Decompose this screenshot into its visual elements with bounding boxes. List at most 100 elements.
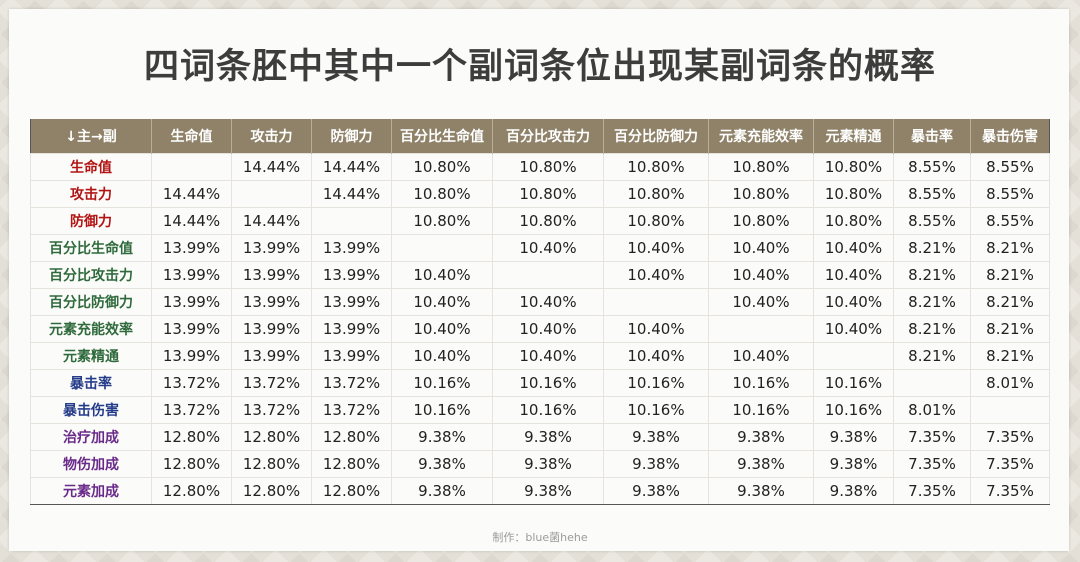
table-row: 百分比生命值 13.99% 13.99% 13.99% 10.40% 10.40% 10.4… [30,234,1050,262]
table-cell: 10.40% [391,315,493,343]
header-corner: ↓主→副 [30,119,152,154]
header-row: ↓主→副 生命值 攻击力 防御力 百分比生命值 百分比攻击力 百分比防御力 元素… [30,119,1050,154]
table-cell: 12.80% [311,423,392,451]
table-cell: 10.80% [603,207,709,235]
header-cell: 元素精通 [813,119,894,154]
header-cell: 百分比防御力 [603,119,709,154]
probability-table: ↓主→副 生命值 攻击力 防御力 百分比生命值 百分比攻击力 百分比防御力 元素… [30,119,1050,505]
row-header: 百分比生命值 [30,234,152,262]
table-cell: 8.21% [970,288,1050,316]
table-cell: 10.40% [603,261,709,289]
row-header: 暴击率 [30,369,152,397]
table-cell: 7.35% [970,450,1050,478]
table-cell: 10.80% [391,153,493,181]
table-cell: 13.72% [151,396,232,424]
table-cell: 10.16% [391,396,493,424]
table-cell: 8.21% [893,288,971,316]
table-cell: 8.21% [970,315,1050,343]
table-cell: 13.99% [231,234,312,262]
table-cell: 12.80% [311,450,392,478]
table-cell: 10.80% [492,153,604,181]
table-cell: 13.99% [311,315,392,343]
table-cell: 10.40% [391,342,493,370]
table-cell: 9.38% [391,477,493,505]
table-cell: 8.21% [893,261,971,289]
table-cell: 10.80% [813,153,894,181]
table-cell: 10.80% [391,207,493,235]
table-cell: 8.21% [893,342,971,370]
table-cell: 13.99% [311,234,392,262]
table-cell: 9.38% [391,450,493,478]
header-cell: 防御力 [311,119,392,154]
table-cell [970,396,1050,424]
table-cell: 9.38% [492,477,604,505]
row-header: 暴击伤害 [30,396,152,424]
table-cell [813,342,894,370]
table-cell: 9.38% [813,477,894,505]
row-header: 物伤加成 [30,450,152,478]
table-cell: 10.16% [391,369,493,397]
table-cell: 9.38% [603,477,709,505]
table-cell: 13.99% [231,315,312,343]
table-cell: 13.72% [311,369,392,397]
table-cell: 9.38% [708,450,814,478]
table-cell: 10.40% [492,315,604,343]
table-cell: 10.16% [708,396,814,424]
page-title: 四词条胚中其中一个副词条位出现某副词条的概率 [143,47,936,87]
header-cell: 百分比生命值 [391,119,493,154]
table-cell: 14.44% [151,180,232,208]
table-cell: 9.38% [492,450,604,478]
table-cell [311,207,392,235]
table-cell: 10.80% [708,180,814,208]
table-row: 攻击力 14.44% 14.44% 10.80% 10.80% 10.80% 10.80% 1… [30,180,1050,208]
table-cell: 10.16% [603,396,709,424]
table-cell: 10.40% [603,234,709,262]
table-cell: 13.72% [231,369,312,397]
table-cell: 14.44% [311,153,392,181]
table-cell: 8.01% [970,369,1050,397]
row-header: 攻击力 [30,180,152,208]
table-cell: 8.55% [893,180,971,208]
table-cell: 10.40% [391,261,493,289]
table-cell: 10.40% [708,234,814,262]
table-cell: 7.35% [893,450,971,478]
table-cell: 10.40% [813,261,894,289]
table-cell: 9.38% [492,423,604,451]
header-cell: 暴击伤害 [970,119,1050,154]
table-cell: 10.40% [708,261,814,289]
table-cell: 13.99% [311,261,392,289]
table-cell: 10.40% [492,342,604,370]
row-header: 元素加成 [30,477,152,505]
table-cell: 10.40% [813,234,894,262]
table-cell: 13.99% [151,234,232,262]
row-header: 元素充能效率 [30,315,152,343]
table-cell: 8.21% [970,234,1050,262]
table-cell: 10.80% [492,207,604,235]
header-cell: 暴击率 [893,119,971,154]
table-cell: 8.55% [893,207,971,235]
table-cell: 10.40% [813,288,894,316]
table-row: 元素充能效率 13.99% 13.99% 13.99% 10.40% 10.40% 10.4… [30,315,1050,343]
table-cell: 13.99% [151,342,232,370]
table-row: 暴击伤害 13.72% 13.72% 13.72% 10.16% 10.16% 10.16%… [30,396,1050,424]
table-cell: 13.99% [231,342,312,370]
table-cell: 7.35% [970,423,1050,451]
row-header: 百分比攻击力 [30,261,152,289]
table-cell: 12.80% [231,450,312,478]
header-cell: 元素充能效率 [708,119,814,154]
table-cell: 7.35% [970,477,1050,505]
table-cell: 10.16% [813,396,894,424]
table-cell: 7.35% [893,477,971,505]
table-cell [603,288,709,316]
table-row: 暴击率 13.72% 13.72% 13.72% 10.16% 10.16% 10.16% 1… [30,369,1050,397]
header-cell: 攻击力 [231,119,312,154]
table-cell: 10.40% [492,288,604,316]
table-cell: 13.72% [151,369,232,397]
table-cell: 13.99% [311,342,392,370]
table-cell: 10.40% [603,315,709,343]
row-header: 元素精通 [30,342,152,370]
table-cell: 9.38% [813,450,894,478]
table-cell: 8.55% [893,153,971,181]
table-cell: 10.16% [492,369,604,397]
row-header: 生命值 [30,153,152,181]
